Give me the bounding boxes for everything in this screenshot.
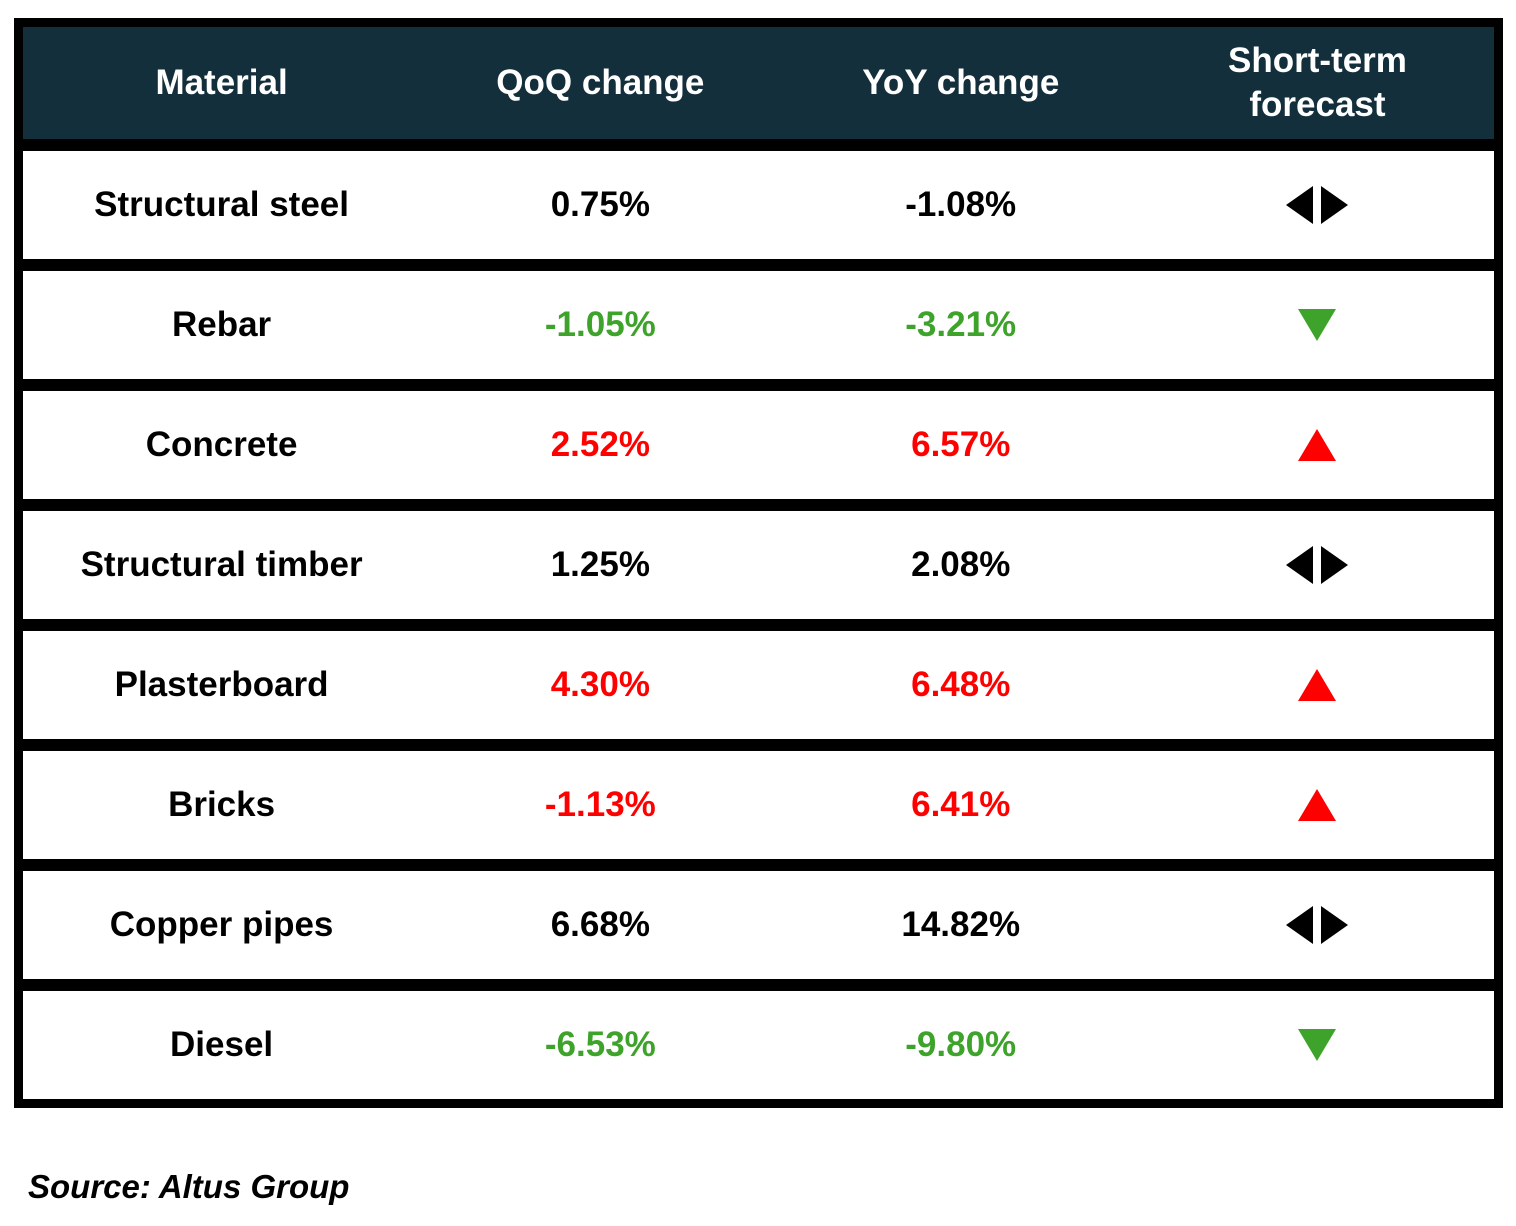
column-header-yoy-change: YoY change	[862, 63, 1060, 103]
yoy-change-cell: -9.80%	[905, 1025, 1017, 1065]
yoy-change-cell: 6.41%	[911, 785, 1011, 825]
qoq-change-cell: 1.25%	[550, 545, 650, 585]
material-cell: Copper pipes	[109, 905, 334, 945]
forecast-cell	[1141, 906, 1494, 944]
material-cell: Structural timber	[80, 545, 363, 585]
qoq-change-cell: 6.68%	[550, 905, 650, 945]
qoq-change-cell: -1.13%	[544, 785, 656, 825]
table-row: Plasterboard 4.30% 6.48%	[23, 631, 1494, 739]
table-row: Bricks -1.13% 6.41%	[23, 751, 1494, 859]
material-cell: Diesel	[170, 1025, 274, 1065]
yoy-change-cell: 6.57%	[911, 425, 1011, 465]
column-header-material: Material	[155, 63, 288, 103]
down-arrow-icon	[1298, 1029, 1337, 1061]
forecast-cell	[1141, 309, 1494, 341]
left-right-arrows-icon	[1286, 906, 1349, 944]
material-cell: Concrete	[145, 425, 298, 465]
up-arrow-icon	[1298, 429, 1337, 461]
yoy-change-cell: 6.48%	[911, 665, 1011, 705]
material-cell: Structural steel	[94, 185, 349, 225]
forecast-cell	[1141, 669, 1494, 701]
forecast-cell	[1141, 546, 1494, 584]
up-arrow-icon	[1298, 789, 1337, 821]
table-row: Diesel -6.53% -9.80%	[23, 991, 1494, 1099]
material-cell: Rebar	[171, 305, 272, 345]
qoq-change-cell: -6.53%	[544, 1025, 656, 1065]
table-row: Concrete 2.52% 6.57%	[23, 391, 1494, 499]
yoy-change-cell: 2.08%	[911, 545, 1011, 585]
forecast-cell	[1141, 789, 1494, 821]
table-header-row: Material QoQ change YoY change Short-ter…	[23, 27, 1494, 139]
column-header-qoq-change: QoQ change	[496, 63, 705, 103]
table-row: Structural timber 1.25% 2.08%	[23, 511, 1494, 619]
left-right-arrows-icon	[1286, 186, 1349, 224]
forecast-cell	[1141, 429, 1494, 461]
forecast-cell	[1141, 1029, 1494, 1061]
yoy-change-cell: -3.21%	[905, 305, 1017, 345]
material-cell: Bricks	[168, 785, 276, 825]
up-arrow-icon	[1298, 669, 1337, 701]
down-arrow-icon	[1298, 309, 1337, 341]
source-caption: Source: Altus Group	[28, 1168, 350, 1205]
table-row: Rebar -1.05% -3.21%	[23, 271, 1494, 379]
materials-price-table: Material QoQ change YoY change Short-ter…	[14, 18, 1503, 1108]
forecast-cell	[1141, 186, 1494, 224]
column-header-short-term-forecast: Short-term forecast	[1228, 41, 1407, 124]
left-right-arrows-icon	[1286, 546, 1349, 584]
table-row: Structural steel 0.75% -1.08%	[23, 151, 1494, 259]
yoy-change-cell: 14.82%	[901, 905, 1021, 945]
qoq-change-cell: 0.75%	[550, 185, 650, 225]
qoq-change-cell: 2.52%	[550, 425, 650, 465]
table-row: Copper pipes 6.68% 14.82%	[23, 871, 1494, 979]
qoq-change-cell: 4.30%	[550, 665, 650, 705]
yoy-change-cell: -1.08%	[905, 185, 1017, 225]
material-cell: Plasterboard	[114, 665, 329, 705]
qoq-change-cell: -1.05%	[544, 305, 656, 345]
